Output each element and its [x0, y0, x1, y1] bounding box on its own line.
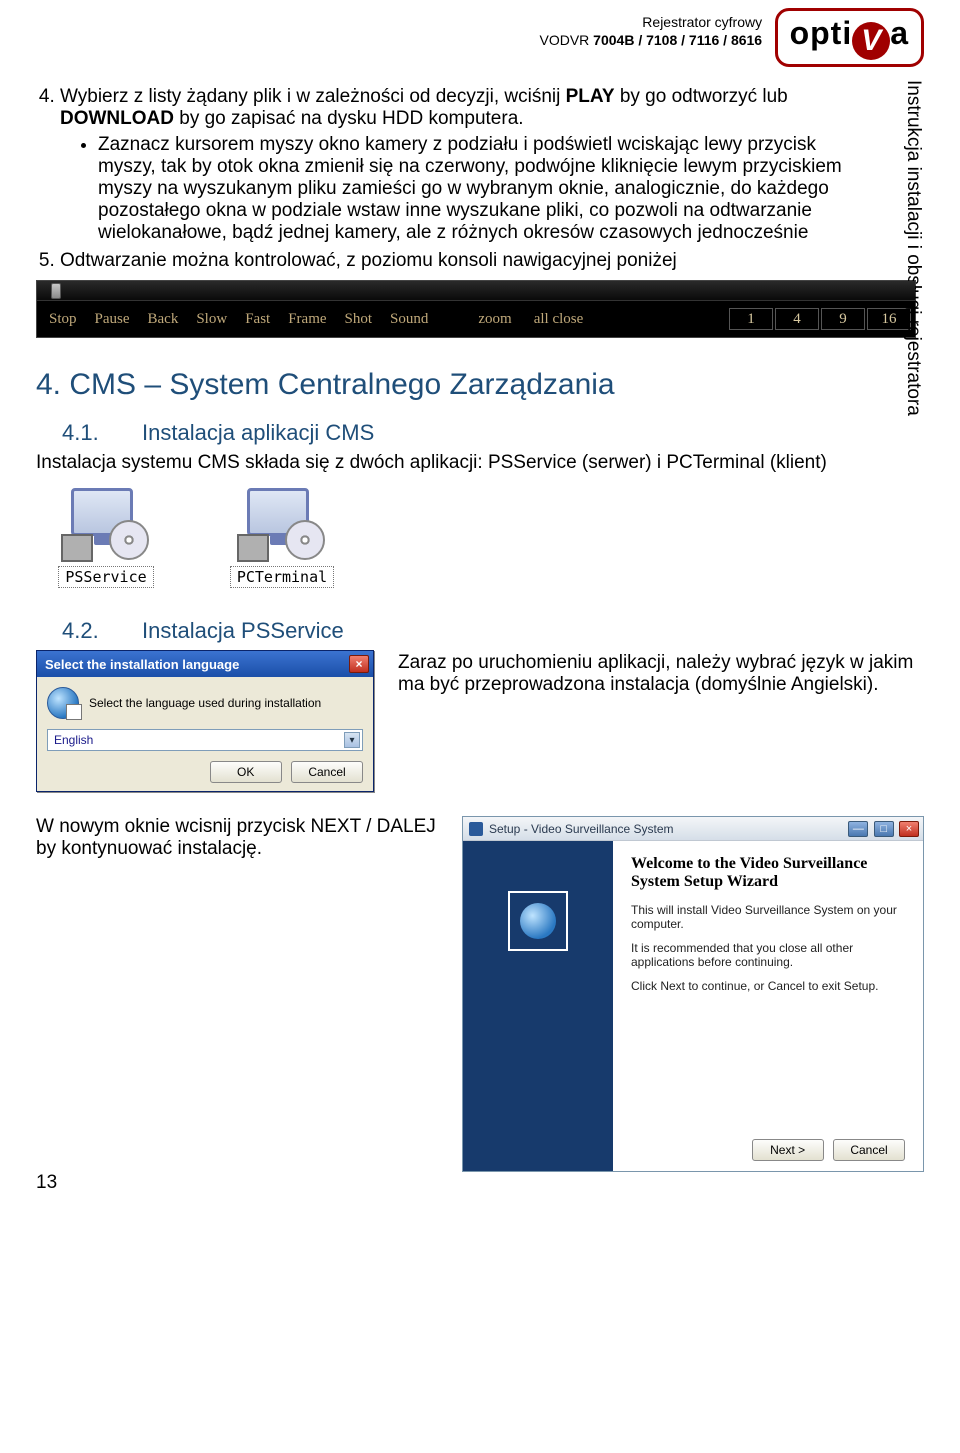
dialog-prompt: Select the language used during installa… — [89, 696, 321, 710]
language-value: English — [54, 733, 93, 747]
setup-instruction-text: W nowym oknie wcisnij przycisk NEXT / DA… — [36, 816, 436, 860]
close-icon[interactable]: × — [349, 655, 369, 673]
dialog-titlebar: Select the installation language × — [37, 651, 373, 677]
grid-9-button[interactable]: 9 — [821, 308, 865, 330]
grid-4-button[interactable]: 4 — [775, 308, 819, 330]
language-dialog: Select the installation language × Selec… — [36, 650, 374, 792]
sound-button[interactable]: Sound — [382, 311, 436, 328]
header-line2: VODVR 7004B / 7108 / 7116 / 8616 — [539, 32, 762, 50]
vertical-side-text: Instrukcja instalacji i obsługi rejestra… — [902, 80, 936, 360]
psservice-label: PSService — [58, 566, 153, 588]
stop-button[interactable]: Stop — [41, 311, 85, 328]
instruction-5: Odtwarzanie można kontrolować, z poziomu… — [60, 250, 869, 272]
computer-disc-icon — [237, 488, 327, 558]
section-4-2-heading: 4.2.Instalacja PSService — [62, 618, 924, 644]
globe-icon — [47, 687, 79, 719]
slider-thumb[interactable] — [51, 283, 61, 299]
app-icon — [469, 822, 483, 836]
playback-console: Stop Pause Back Slow Fast Frame Shot Sou… — [36, 280, 916, 338]
section-4-1-heading: 4.1.Instalacja aplikacji CMS — [62, 420, 924, 446]
setup-wizard-window: Setup - Video Surveillance System — □ × … — [462, 816, 924, 1172]
page-number: 13 — [36, 1172, 57, 1194]
cancel-button[interactable]: Cancel — [833, 1139, 905, 1161]
close-icon[interactable]: × — [899, 821, 919, 837]
frame-button[interactable]: Frame — [280, 311, 334, 328]
instruction-list: Wybierz z listy żądany plik i w zależnoś… — [36, 86, 869, 272]
minimize-icon[interactable]: — — [848, 821, 868, 837]
pcterminal-icon[interactable]: PCTerminal — [222, 488, 342, 588]
instruction-4: Wybierz z listy żądany plik i w zależnoś… — [60, 86, 869, 244]
slow-button[interactable]: Slow — [188, 311, 235, 328]
fast-button[interactable]: Fast — [237, 311, 278, 328]
psservice-icon[interactable]: PSService — [46, 488, 166, 588]
header-line1: Rejestrator cyfrowy — [539, 14, 762, 32]
pcterminal-label: PCTerminal — [230, 566, 334, 588]
grid-1-button[interactable]: 1 — [729, 308, 773, 330]
pause-button[interactable]: Pause — [87, 311, 138, 328]
section-4-1-para: Instalacja systemu CMS składa się z dwóc… — [36, 452, 924, 474]
header-text: Rejestrator cyfrowy VODVR 7004B / 7108 /… — [539, 8, 762, 49]
section-4-2-para: Zaraz po uruchomieniu aplikacji, należy … — [398, 650, 924, 696]
zoom-label: zoom — [468, 311, 521, 328]
allclose-button[interactable]: all close — [524, 311, 594, 328]
setup-p3: Click Next to continue, or Cancel to exi… — [631, 979, 905, 993]
section-4-heading: 4. CMS – System Centralnego Zarządzania — [36, 368, 924, 402]
instruction-4-bullet: Zaznacz kursorem myszy okno kamery z pod… — [98, 134, 869, 244]
setup-title-text: Setup - Video Surveillance System — [489, 822, 674, 836]
ok-button[interactable]: OK — [210, 761, 282, 783]
shot-button[interactable]: Shot — [337, 311, 381, 328]
setup-titlebar: Setup - Video Surveillance System — □ × — [463, 817, 923, 841]
doc-header: Rejestrator cyfrowy VODVR 7004B / 7108 /… — [36, 8, 924, 80]
setup-p1: This will install Video Surveillance Sys… — [631, 903, 905, 931]
setup-logo-icon — [508, 891, 568, 951]
language-dropdown[interactable]: English ▾ — [47, 729, 363, 751]
back-button[interactable]: Back — [140, 311, 187, 328]
setup-heading: Welcome to the Video Surveillance System… — [631, 855, 905, 891]
app-icons-row: PSService PCTerminal — [46, 488, 924, 588]
computer-disc-icon — [61, 488, 151, 558]
setup-sidebar — [463, 841, 613, 1171]
dialog-title: Select the installation language — [45, 657, 239, 672]
playback-slider[interactable] — [37, 281, 915, 301]
next-button[interactable]: Next > — [752, 1139, 824, 1161]
maximize-icon[interactable]: □ — [874, 821, 894, 837]
chevron-down-icon[interactable]: ▾ — [344, 732, 360, 748]
setup-p2: It is recommended that you close all oth… — [631, 941, 905, 969]
optiva-logo: optiVa — [775, 8, 924, 67]
cancel-button[interactable]: Cancel — [291, 761, 363, 783]
